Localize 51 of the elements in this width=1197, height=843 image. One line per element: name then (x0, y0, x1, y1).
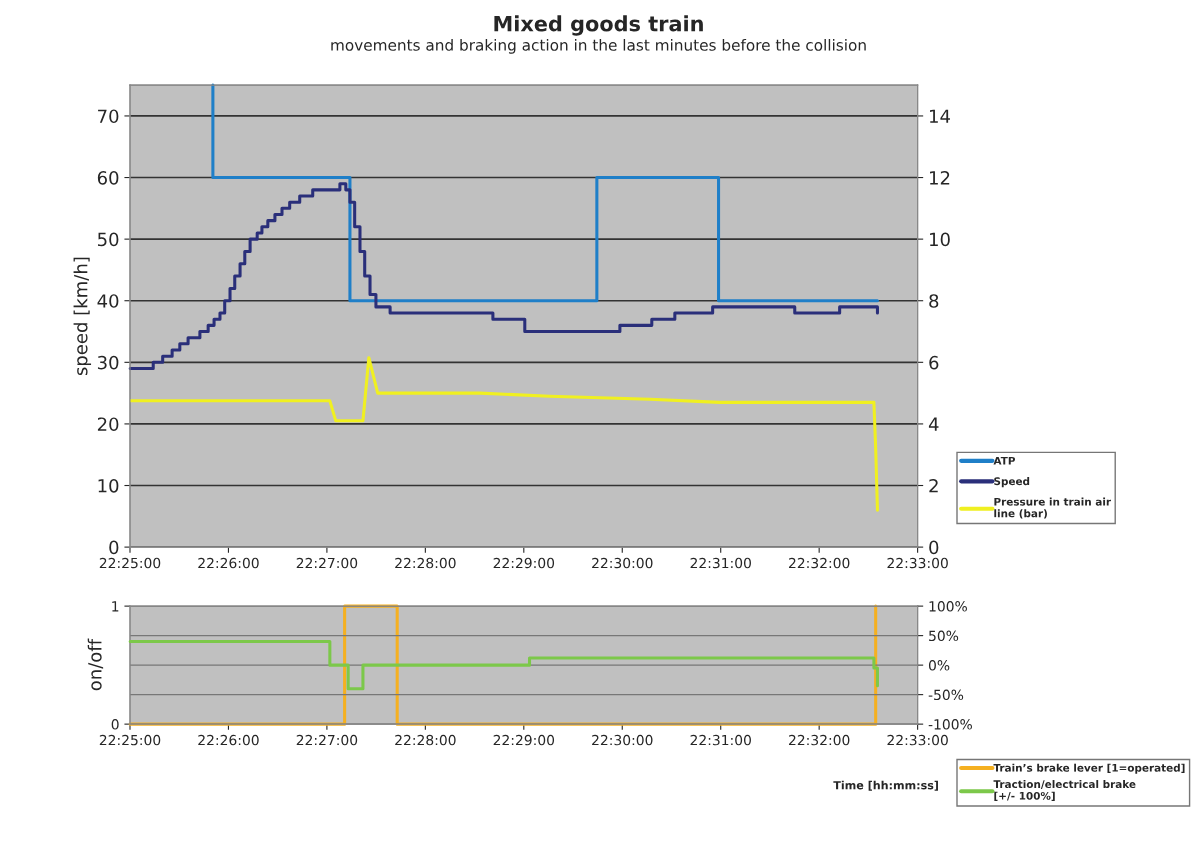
y-tick-label: 70 (98, 109, 119, 124)
y2-tick-label: 4 (928, 417, 939, 431)
x-tick-label: 22:25:00 (99, 557, 161, 569)
y2-tick-label: 8 (929, 294, 939, 308)
x-tick-label: 22:25:00 (99, 734, 161, 746)
x-tick-label: 22:32:00 (788, 557, 850, 569)
x-tick-label: 22:28:00 (395, 734, 456, 746)
y-tick-label: 60 (97, 170, 119, 185)
y2-tick-label: 10 (930, 232, 950, 247)
legend-label: Speed (994, 477, 1030, 488)
x-tick-label: 22:30:00 (592, 734, 653, 746)
y-tick-label: 50 (98, 232, 119, 247)
x-tick-label: 22:31:00 (690, 734, 751, 746)
y-tick-label: 0 (111, 719, 119, 730)
y-tick-label: 10 (98, 478, 119, 493)
x-axis-title: Time [hh:mm:ss] (833, 780, 938, 791)
y2-tick-label: 0 (929, 540, 939, 555)
y2-tick-label: -100% (928, 719, 972, 730)
legend-label: Traction/electrical brake [+/- 100%] (993, 780, 1136, 801)
x-tick-label: 22:33:00 (887, 557, 948, 569)
x-tick-label: 22:33:00 (887, 734, 948, 746)
y2-tick-label: 6 (929, 355, 939, 370)
y-tick-label: 20 (97, 417, 119, 432)
x-tick-label: 22:28:00 (395, 557, 456, 569)
x-tick-label: 22:31:00 (690, 557, 751, 569)
y2-tick-label: 100% (929, 601, 967, 612)
x-tick-label: 22:30:00 (592, 557, 653, 569)
y2-tick-label: 2 (929, 478, 938, 493)
y-tick-label: 40 (97, 294, 119, 308)
legend-label: ATP (993, 456, 1016, 465)
x-tick-label: 22:29:00 (493, 557, 555, 569)
y-axis-title: speed [km/h] (73, 257, 92, 376)
y2-tick-label: 12 (930, 170, 950, 185)
y-tick-label: 0 (109, 540, 119, 555)
y-tick-label: 1 (112, 601, 119, 612)
legend-label: Pressure in train air line (bar) (994, 497, 1112, 519)
y-tick-label: 30 (97, 355, 119, 370)
chart-title: Mixed goods train (494, 15, 703, 36)
y-axis-title: on/off (87, 638, 104, 691)
x-tick-label: 22:27:00 (296, 557, 358, 569)
line-series (129, 356, 879, 512)
y2-tick-label: -50% (928, 689, 964, 701)
x-tick-label: 22:29:00 (493, 734, 555, 746)
chart-subtitle: movements and braking action in the last minutes before the collision (331, 38, 866, 54)
y2-tick-label: 50% (929, 630, 959, 642)
x-tick-label: 22:26:00 (198, 557, 259, 569)
x-tick-label: 22:26:00 (198, 734, 259, 746)
y2-tick-label: 0% (928, 660, 950, 671)
x-tick-label: 22:27:00 (296, 734, 358, 746)
x-tick-label: 22:32:00 (788, 734, 850, 746)
y2-tick-label: 14 (930, 109, 950, 123)
